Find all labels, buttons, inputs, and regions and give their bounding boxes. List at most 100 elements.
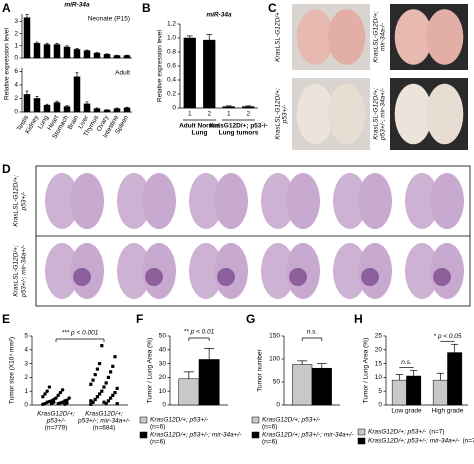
y-tick-label: 6 [14,68,18,75]
row-label: p53+/- [21,191,28,211]
panel-letter: D [2,162,11,176]
data-point [104,402,108,406]
y-tick-label: 0 [162,402,166,409]
data-point [52,400,56,404]
y-tick-label: 0 [276,402,280,409]
histology-section [45,243,79,299]
histology-section [430,173,464,229]
legend-n: (n=6) [150,424,165,431]
error-bar [204,348,215,360]
y-tick-label: 20 [159,374,167,381]
group-label: KrasG12D/+; p53-/- [209,123,267,130]
bar [198,359,220,406]
legend-swatch [357,428,366,436]
y-tick-label: 0.8 [167,49,176,56]
y-axis-label: Relative expression level [4,28,11,100]
histology-section [358,173,392,229]
significance-label: n.s. [307,329,318,336]
data-point [89,399,93,403]
y-tick-label: 5 [378,388,382,395]
group-label: (n=684) [93,425,116,432]
legend-label: KrasG12D/+; p53+/-; mir-34a+/- [262,432,354,439]
lung-lobe [425,83,464,145]
data-point [65,401,69,405]
bar [93,52,101,59]
x-tick-label: Low grade [391,408,422,415]
data-point [102,400,106,404]
significance-label: ** p < 0.01 [184,329,215,336]
data-point [56,393,60,398]
x-tick-label: 2 [246,111,250,118]
data-point [89,382,93,386]
bar [43,104,51,113]
y-tick-label: 3 [24,360,28,367]
y-tick-label: 40 [159,347,167,354]
y-tick-label: 25 [375,333,383,340]
data-point [106,399,110,403]
tumor-nodule [433,268,451,286]
data-point [115,386,119,391]
y-tick-label: 30 [159,360,167,367]
y-tick-label: 3 [14,18,18,25]
y-tick-label: 10 [375,374,383,381]
legend-swatch [357,437,366,445]
data-point [115,402,119,406]
error-bar [75,48,79,50]
y-tick-label: 4 [24,347,28,354]
error-bar [95,107,99,109]
data-point [106,375,110,379]
bar [123,55,131,59]
y-tick-label: 100 [269,356,280,363]
data-point [98,362,102,366]
error-bar [25,90,29,95]
error-bar [65,45,69,47]
bar [63,106,71,113]
error-bar [183,371,194,379]
data-point [95,367,99,371]
data-point [111,393,115,397]
panel-letter: F [136,312,143,326]
legend-label: KrasG12D/+; p53+/-; mir-34a+/- [368,438,460,445]
data-point [109,370,113,374]
lung-lobe [327,83,366,145]
error-bar [85,101,89,104]
y-axis-label: Tumor / Lung Area (%) [363,338,370,404]
histology-section [70,173,104,229]
error-bar [75,72,79,77]
lung-lobe [296,83,335,145]
data-point [67,396,71,400]
y-tick-label: 1.0 [167,35,176,42]
group-label: Lung tumors [219,130,259,137]
group-label: p53+/-; mir-34a+/- [77,418,131,425]
data-point [58,390,63,395]
legend-n: (n=6) [150,439,165,446]
x-tick-label: 2 [207,111,211,118]
panel-letter: E [2,312,10,326]
bar [83,103,91,113]
legend-n: (n=7) [462,438,474,445]
y-tick-label: 150 [269,333,280,340]
bar [83,50,91,59]
bar [33,98,41,113]
tumor-nodule [289,268,307,286]
y-tick-label: 0 [24,402,28,409]
group-label: Adult Normal [179,123,220,130]
panel-letter: G [246,312,255,326]
group-label: p53+/- [46,418,66,425]
x-tick-label: 1 [227,111,231,118]
data-point [93,397,97,402]
error-bar [55,42,59,45]
y-tick-label: 1.2 [167,21,176,28]
bar [53,44,61,59]
data-point [41,395,45,399]
bar [222,106,235,109]
data-point [104,381,108,385]
photo-label: p53+/-; mir-34a+/- [380,87,387,141]
photo-label: mir-34a-/- [380,22,387,51]
histology-section [261,243,295,299]
bar [113,108,121,113]
y-tick-label: 0 [14,109,18,116]
histology-section [117,243,151,299]
data-point [91,378,95,382]
